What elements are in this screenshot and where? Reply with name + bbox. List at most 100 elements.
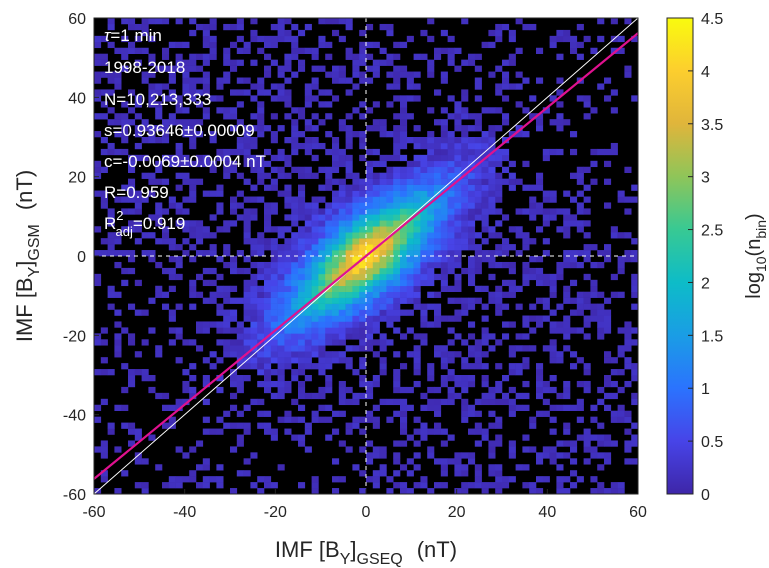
heatmap-cell <box>270 380 278 388</box>
heatmap-cell <box>291 291 299 298</box>
heatmap-cell <box>631 327 639 334</box>
heatmap-cell <box>291 166 299 173</box>
heatmap-cell <box>447 434 455 441</box>
heatmap-cell <box>372 476 380 483</box>
heatmap-cell <box>549 279 557 287</box>
heatmap-cell <box>406 160 414 168</box>
heatmap-cell <box>427 244 435 251</box>
heatmap-cell <box>400 154 408 162</box>
heatmap-cell <box>522 273 530 281</box>
heatmap-cell <box>345 256 353 263</box>
heatmap-cell <box>536 392 544 400</box>
heatmap-cell <box>617 482 625 489</box>
heatmap-cell <box>155 166 163 173</box>
heatmap-cell <box>624 250 632 257</box>
heatmap-cell <box>495 83 503 90</box>
heatmap-cell <box>576 202 584 209</box>
heatmap-cell <box>277 285 285 292</box>
heatmap-cell <box>223 410 231 417</box>
heatmap-cell <box>454 166 462 173</box>
heatmap-cell <box>481 107 489 114</box>
heatmap-cell <box>427 267 435 275</box>
heatmap-cell <box>121 470 129 477</box>
heatmap-cell <box>134 154 142 162</box>
heatmap-cell <box>230 256 238 263</box>
heatmap-cell <box>230 315 238 322</box>
heatmap-cell <box>94 89 102 96</box>
heatmap-cell <box>393 220 401 227</box>
heatmap-cell <box>468 297 476 304</box>
heatmap-cell <box>393 291 401 298</box>
heatmap-cell <box>345 345 353 352</box>
heatmap-cell <box>502 244 510 251</box>
heatmap-cell <box>440 464 448 471</box>
heatmap-cell <box>495 386 503 394</box>
heatmap-cell <box>495 178 503 185</box>
heatmap-cell <box>332 327 340 334</box>
heatmap-cell <box>318 345 326 352</box>
heatmap-cell <box>495 250 503 257</box>
heatmap-cell <box>617 190 625 197</box>
heatmap-cell <box>318 220 326 227</box>
heatmap-cell <box>189 184 197 191</box>
heatmap-cell <box>209 250 217 257</box>
heatmap-cell <box>318 214 326 221</box>
heatmap-cell <box>175 202 183 209</box>
heatmap-cell <box>400 244 408 251</box>
heatmap-cell <box>202 53 210 60</box>
heatmap-cell <box>291 53 299 60</box>
heatmap-cell <box>291 238 299 245</box>
heatmap-cell <box>216 321 224 328</box>
heatmap-cell <box>386 71 394 78</box>
heatmap-cell <box>264 148 272 156</box>
heatmap-cell <box>393 470 401 477</box>
heatmap-cell <box>223 59 231 66</box>
heatmap-cell <box>318 351 326 358</box>
heatmap-cell <box>100 238 108 245</box>
heatmap-cell <box>277 226 285 233</box>
heatmap-cell <box>434 386 442 394</box>
heatmap-cell <box>366 107 374 114</box>
heatmap-cell <box>291 244 299 251</box>
heatmap-cell <box>352 59 360 66</box>
heatmap-cell <box>189 95 197 102</box>
heatmap-cell <box>311 53 319 60</box>
heatmap-cell <box>481 220 489 227</box>
heatmap-cell <box>468 196 476 203</box>
heatmap-cell <box>583 458 591 465</box>
heatmap-cell <box>182 196 190 203</box>
heatmap-cell <box>393 202 401 209</box>
heatmap-cell <box>270 256 278 263</box>
heatmap-cell <box>454 273 462 281</box>
heatmap-cell <box>114 345 122 352</box>
heatmap-cell <box>400 416 408 423</box>
heatmap-cell <box>427 137 435 144</box>
heatmap-cell <box>406 172 414 179</box>
heatmap-cell <box>155 113 163 120</box>
heatmap-cell <box>223 244 231 251</box>
heatmap-cell <box>352 196 360 203</box>
heatmap-cell <box>563 29 571 37</box>
heatmap-cell <box>624 327 632 334</box>
heatmap-cell <box>461 380 469 388</box>
colorbar-tick-label: 4 <box>701 64 710 81</box>
heatmap-cell <box>481 142 489 150</box>
heatmap-cell <box>481 392 489 400</box>
heatmap-cell <box>189 119 197 126</box>
heatmap-cell <box>434 214 442 221</box>
heatmap-cell <box>474 470 482 477</box>
heatmap-cell <box>250 279 258 287</box>
heatmap-cell <box>264 303 272 310</box>
heatmap-cell <box>556 148 564 156</box>
heatmap-cell <box>468 273 476 281</box>
heatmap-cell <box>420 208 428 215</box>
heatmap-cell <box>549 321 557 328</box>
heatmap-cell <box>114 333 122 340</box>
heatmap-cell <box>128 267 136 275</box>
heatmap-cell <box>434 232 442 239</box>
heatmap-cell <box>604 297 612 304</box>
heatmap-cell <box>155 238 163 245</box>
heatmap-cell <box>413 452 421 459</box>
heatmap-cell <box>386 196 394 203</box>
heatmap-cell <box>610 410 618 417</box>
